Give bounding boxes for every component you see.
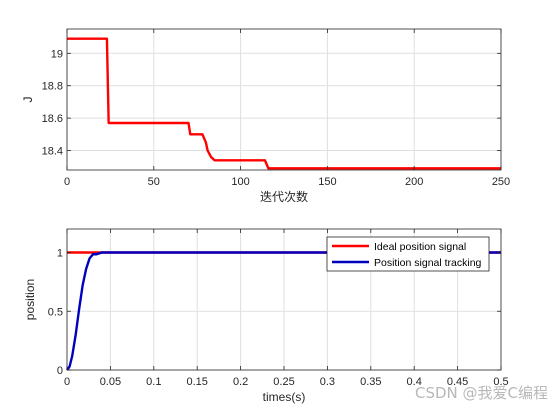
chart-2: 0 0.05 0.1 0.15 0.2 0.25 0.3 0.35 0.4 0.45 0.5 0 0.5…: [23, 228, 509, 404]
legend: Ideal position signal Position signal tra…: [326, 236, 490, 272]
x-tick-label: 0.3: [320, 376, 335, 388]
x-tick-label: 50: [148, 176, 160, 188]
x-tick-label: 0.5: [493, 376, 508, 388]
x-tick-label: 200: [405, 176, 423, 188]
series-line-position-signal-tracking: [66, 251, 501, 371]
legend-entry-label: Ideal position signal: [374, 241, 466, 253]
legend-box: [326, 236, 490, 272]
x-tick-label: 0.35: [360, 376, 381, 388]
axes-frame: [66, 28, 502, 171]
x-tick-label: 0.4: [407, 376, 422, 388]
x-tick-label: 100: [231, 176, 249, 188]
y-tick-label: 0: [57, 365, 63, 377]
y-tick-label: 1: [57, 248, 63, 260]
plot-area: [67, 29, 501, 170]
x-tick-label: 0: [64, 176, 70, 188]
x-tick-label: 0.25: [273, 376, 294, 388]
y-tick-label: 0.5: [48, 306, 63, 318]
x-tick-label: 0.2: [233, 376, 248, 388]
x-tick-label: 0.15: [186, 376, 207, 388]
x-tick-label: 0: [64, 376, 70, 388]
series-line-1: [67, 37, 501, 170]
x-tick-label: 150: [318, 176, 336, 188]
x-tick-label: 0.05: [100, 376, 121, 388]
y-tick-label: 18.4: [42, 146, 63, 158]
x-tick-label: 250: [492, 176, 510, 188]
watermark-text: CSDN @我爱C编程: [415, 384, 548, 402]
x-axis-label: times(s): [263, 390, 306, 404]
y-tick-label: 18.6: [42, 113, 63, 125]
x-tick-label: 0.45: [447, 376, 468, 388]
y-axis-label: position: [23, 279, 37, 320]
x-tick-label: 0.1: [146, 376, 161, 388]
chart-1: 0 50 100 150 200 250 18.4 18.6 18.8 19 迭代次数 J: [21, 28, 510, 204]
y-tick-label: 18.8: [42, 81, 63, 93]
x-axis-label: 迭代次数: [260, 189, 308, 204]
y-tick-label: 19: [51, 48, 63, 60]
y-axis-label: J: [21, 97, 35, 103]
legend-entry-label: Position signal tracking: [374, 257, 482, 269]
